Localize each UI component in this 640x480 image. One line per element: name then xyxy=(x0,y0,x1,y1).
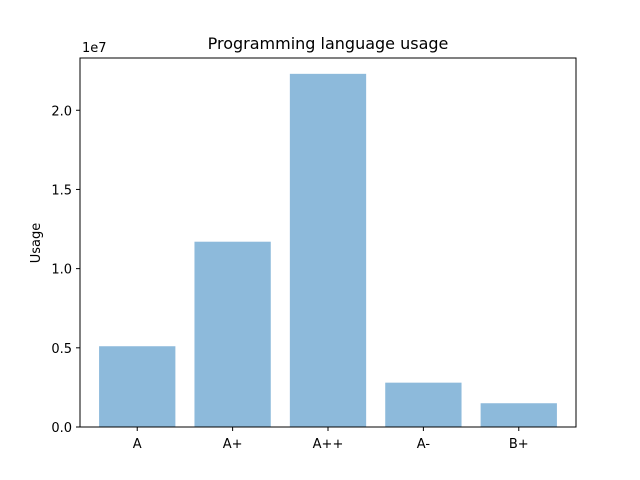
y-tick-label: 0.5 xyxy=(51,342,72,357)
y-tick-label: 1.0 xyxy=(51,263,72,278)
bar-A- xyxy=(385,382,462,427)
x-tick-label: A+ xyxy=(223,437,243,452)
x-tick-label: A++ xyxy=(313,437,344,452)
x-tick-label: A- xyxy=(417,437,431,452)
bar-A xyxy=(99,346,176,427)
y-axis-label: Usage xyxy=(29,223,44,264)
plot-frame xyxy=(79,57,577,428)
y-tick-label: 0.0 xyxy=(51,421,72,436)
x-tick-label: A xyxy=(133,437,142,452)
bar-A++ xyxy=(289,73,367,427)
bar-A+ xyxy=(194,241,271,427)
bars-group xyxy=(99,73,557,427)
y-tick-label: 2.0 xyxy=(51,104,72,119)
y-axis: 0.0 0.5 1.0 1.5 2.0 xyxy=(51,104,80,436)
bar-B+ xyxy=(480,403,557,427)
x-axis: A A+ A++ A- B+ xyxy=(133,427,529,452)
y-axis-offset-label: 1e7 xyxy=(82,41,107,56)
y-tick-label: 1.5 xyxy=(51,183,72,198)
x-tick-label: B+ xyxy=(509,437,529,452)
chart-title: Programming language usage xyxy=(208,34,449,53)
